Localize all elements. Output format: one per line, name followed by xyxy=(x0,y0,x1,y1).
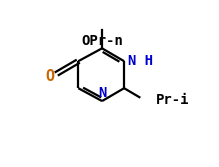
Text: OPr-n: OPr-n xyxy=(81,34,123,48)
Text: N: N xyxy=(98,86,106,100)
Text: N H: N H xyxy=(128,54,154,68)
Text: Pr-i: Pr-i xyxy=(156,93,190,107)
Text: O: O xyxy=(45,69,54,84)
